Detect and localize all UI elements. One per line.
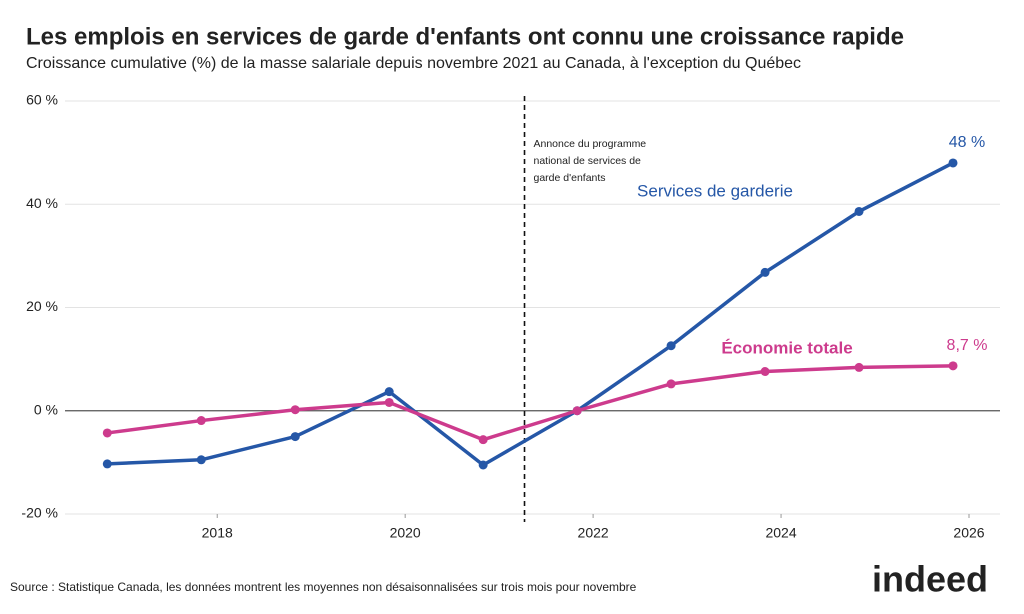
- point: [854, 206, 864, 216]
- brand-logo: indeed: [872, 559, 988, 600]
- annotation: national de services de: [534, 155, 642, 167]
- point: [948, 158, 958, 168]
- point: [666, 341, 676, 351]
- point: [196, 416, 206, 426]
- point: [572, 406, 582, 416]
- x-tick-label: 2018: [202, 525, 233, 541]
- annotation: Annonce du programme: [534, 138, 647, 150]
- point: [384, 387, 394, 397]
- point: [948, 361, 958, 371]
- series-label: Économie totale: [721, 338, 852, 357]
- point: [290, 432, 300, 442]
- y-tick-label: -20 %: [21, 505, 58, 521]
- point: [384, 397, 394, 407]
- point: [290, 405, 300, 415]
- x-tick-label: 2024: [765, 525, 796, 541]
- chart-title: Les emplois en services de garde d'enfan…: [26, 23, 904, 50]
- y-tick-label: 60 %: [26, 92, 58, 108]
- point: [102, 428, 112, 438]
- y-tick-label: 40 %: [26, 195, 58, 211]
- point: [760, 267, 770, 277]
- chart-subtitle: Croissance cumulative (%) de la masse sa…: [26, 55, 801, 72]
- point: [102, 459, 112, 469]
- series-line: [107, 364, 954, 442]
- point: [666, 379, 676, 389]
- value-label: 48 %: [949, 134, 985, 151]
- point: [760, 367, 770, 377]
- y-tick-label: 20 %: [26, 298, 58, 314]
- y-tick-label: 0 %: [34, 401, 58, 417]
- value-label: 8,7 %: [947, 337, 988, 354]
- series-label: Services de garderie: [637, 181, 793, 200]
- x-tick-label: 2022: [578, 525, 609, 541]
- point: [478, 460, 488, 470]
- series-line: [107, 161, 954, 467]
- point: [196, 455, 206, 465]
- point: [854, 362, 864, 372]
- source: Source : Statistique Canada, les données…: [10, 580, 637, 594]
- annotation: garde d'enfants: [534, 172, 606, 184]
- x-tick-label: 2026: [953, 525, 984, 541]
- point: [478, 435, 488, 445]
- x-tick-label: 2020: [390, 525, 421, 541]
